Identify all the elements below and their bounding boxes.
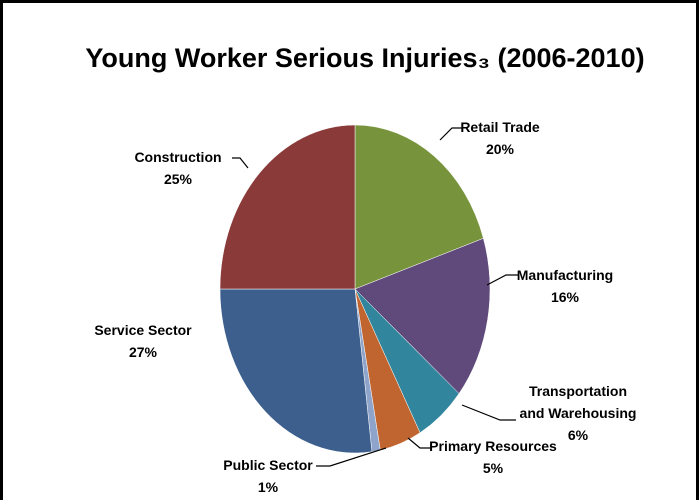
category-label: Retail Trade — [460, 119, 540, 135]
leader-line — [316, 447, 387, 467]
leader-line — [439, 127, 462, 141]
value-label: 27% — [128, 344, 158, 360]
value-label: 20% — [485, 141, 515, 157]
value-label: 1% — [257, 479, 279, 495]
leader-line — [232, 157, 249, 169]
category-label: Manufacturing — [516, 267, 614, 283]
leader-line — [407, 437, 432, 449]
slice-label: Construction 25% — [118, 146, 238, 190]
category-label: Construction — [134, 149, 222, 165]
chart-title: Young Worker Serious Injuries₃ (2006-201… — [85, 43, 644, 73]
value-label: 6% — [567, 427, 589, 443]
pie-slice — [354, 124, 484, 290]
slice-label: Public Sector 1% — [208, 454, 328, 498]
value-label: 16% — [550, 289, 580, 305]
category-label: Service Sector — [94, 322, 192, 338]
pie-slice — [354, 237, 491, 394]
slice-label: Primary Resources 5% — [423, 435, 563, 479]
leader-lines — [232, 127, 518, 467]
category-label: Transportation and Warehousing — [519, 383, 637, 421]
leader-line — [461, 404, 516, 421]
slice-label: Retail Trade 20% — [440, 116, 560, 160]
value-label: 5% — [482, 460, 504, 476]
slice-label: Transportation and Warehousing 6% — [516, 380, 641, 446]
pie-slice — [219, 124, 356, 290]
value-label: 25% — [163, 171, 193, 187]
slice-label: Manufacturing 16% — [495, 264, 635, 308]
slice-label: Service Sector 27% — [83, 319, 203, 363]
pie-slice — [219, 288, 373, 454]
leader-line — [486, 274, 518, 286]
category-label: Primary Resources — [429, 438, 557, 454]
category-label: Public Sector — [223, 457, 313, 473]
